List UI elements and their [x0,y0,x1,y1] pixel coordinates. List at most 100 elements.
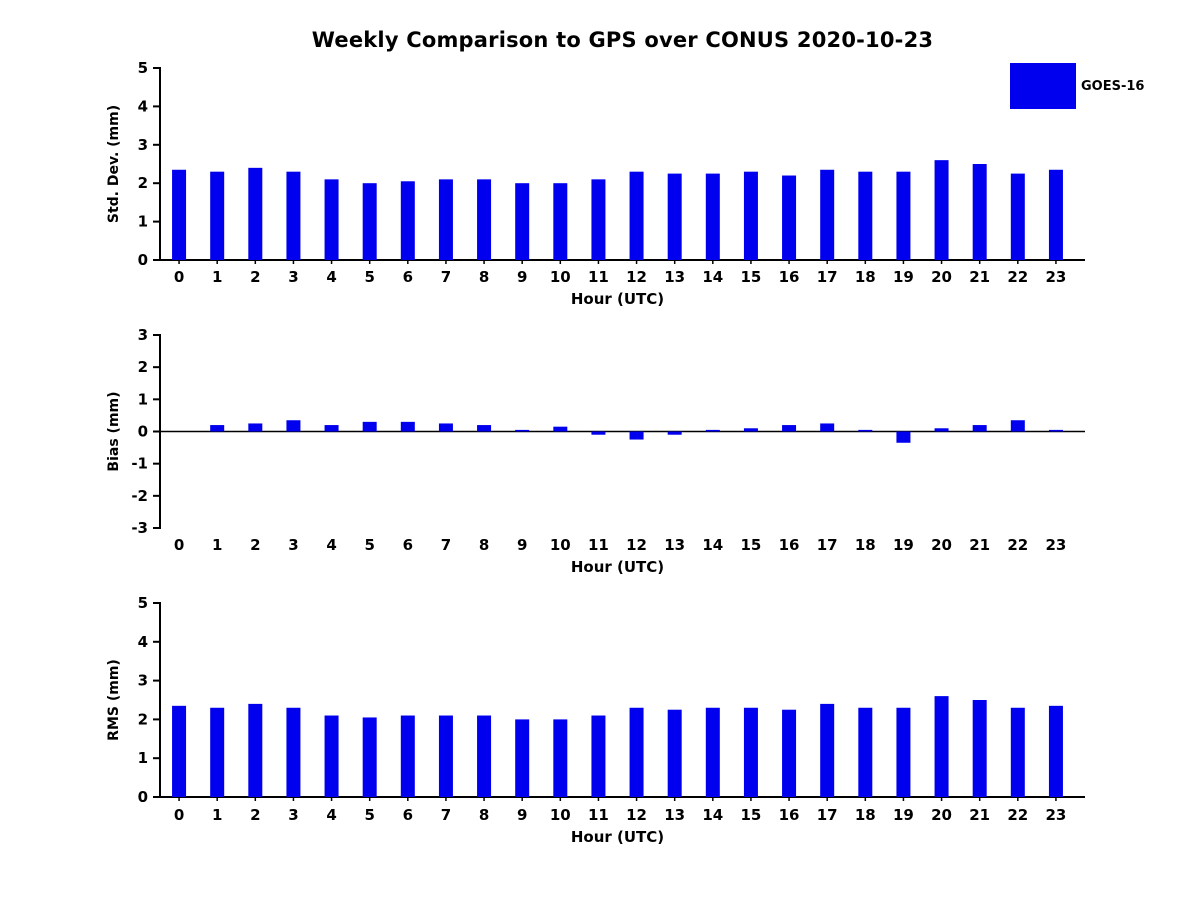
x-tick-label: 5 [364,536,374,554]
x-tick-label: 8 [479,536,489,554]
bar-hour-9 [515,429,530,432]
bar-hour-23 [1048,429,1063,432]
y-tick-label: 1 [138,390,148,408]
bar-hour-15 [743,428,758,432]
bar-hour-1 [210,425,225,432]
x-tick-label: 3 [288,268,298,286]
bar-hour-7 [438,423,453,432]
bar-hour-0 [172,169,187,260]
x-tick-label: 16 [779,268,800,286]
x-tick-label: 20 [931,536,952,554]
x-tick-label: 13 [664,536,685,554]
chart-title: Weekly Comparison to GPS over CONUS 2020… [311,28,934,52]
x-tick-label: 0 [174,268,184,286]
bar-hour-3 [286,171,301,260]
x-axis-label: Hour (UTC) [571,558,664,576]
x-tick-label: 22 [1007,268,1028,286]
x-tick-label: 4 [326,806,336,824]
bar-hour-8 [477,715,492,797]
x-tick-label: 11 [588,268,609,286]
x-tick-label: 1 [212,536,222,554]
bar-hour-12 [629,431,644,440]
y-tick-label: 2 [138,358,148,376]
x-tick-label: 7 [441,536,451,554]
x-tick-label: 3 [288,806,298,824]
y-tick-label: 0 [138,788,148,806]
bar-hour-12 [629,171,644,260]
bar-hour-20 [934,428,949,432]
bar-hour-15 [743,707,758,797]
bar-hour-23 [1048,705,1063,797]
bar-hour-16 [782,175,797,260]
y-tick-label: 0 [138,251,148,269]
x-tick-label: 11 [588,806,609,824]
x-tick-label: 19 [893,268,914,286]
bar-hour-13 [667,431,682,435]
bar-hour-21 [972,425,987,432]
bar-hour-15 [743,171,758,260]
bar-hour-10 [553,183,568,260]
x-tick-label: 12 [626,268,647,286]
x-tick-label: 16 [779,806,800,824]
x-tick-label: 21 [969,268,990,286]
y-tick-label: -1 [131,455,148,473]
x-tick-label: 15 [741,536,762,554]
bar-hour-2 [248,167,263,260]
x-tick-label: 23 [1046,806,1067,824]
y-axis-label: Std. Dev. (mm) [106,105,122,223]
y-tick-label: -2 [131,487,148,505]
x-tick-label: 13 [664,806,685,824]
bar-hour-14 [705,173,720,260]
x-tick-label: 5 [364,806,374,824]
legend-swatch [1010,63,1076,109]
x-tick-label: 1 [212,806,222,824]
bar-hour-12 [629,707,644,797]
bar-hour-4 [324,179,339,260]
y-tick-label: 5 [138,594,148,612]
x-tick-label: 10 [550,268,571,286]
x-tick-label: 18 [855,268,876,286]
x-tick-label: 2 [250,536,260,554]
x-tick-label: 17 [817,536,838,554]
x-tick-label: 3 [288,536,298,554]
bar-hour-21 [972,164,987,260]
bar-hour-8 [477,425,492,432]
x-tick-label: 15 [741,268,762,286]
bar-hour-13 [667,709,682,797]
x-tick-label: 11 [588,536,609,554]
bar-hour-22 [1010,707,1025,797]
bar-hour-10 [553,719,568,797]
bar-hour-11 [591,715,606,797]
x-tick-label: 4 [326,268,336,286]
x-tick-label: 23 [1046,268,1067,286]
bar-hour-17 [820,169,835,260]
x-tick-label: 4 [326,536,336,554]
bar-hour-13 [667,173,682,260]
bar-hour-18 [858,707,873,797]
x-tick-label: 23 [1046,536,1067,554]
x-tick-label: 21 [969,536,990,554]
bar-hour-11 [591,431,606,435]
bar-hour-23 [1048,169,1063,260]
bar-hour-10 [553,426,568,432]
y-tick-label: 0 [138,423,148,441]
x-tick-label: 17 [817,268,838,286]
x-tick-label: 9 [517,536,527,554]
bar-hour-14 [705,707,720,797]
x-tick-label: 6 [403,268,413,286]
x-tick-label: 13 [664,268,685,286]
x-tick-label: 18 [855,806,876,824]
bar-hour-19 [896,431,911,443]
bar-hour-19 [896,707,911,797]
x-tick-label: 17 [817,806,838,824]
x-tick-label: 10 [550,536,571,554]
y-tick-label: 2 [138,174,148,192]
bar-hour-5 [362,183,377,260]
y-tick-label: 4 [138,97,148,115]
bar-hour-7 [438,715,453,797]
bar-hour-3 [286,707,301,797]
x-tick-label: 14 [702,536,723,554]
bar-hour-2 [248,703,263,797]
